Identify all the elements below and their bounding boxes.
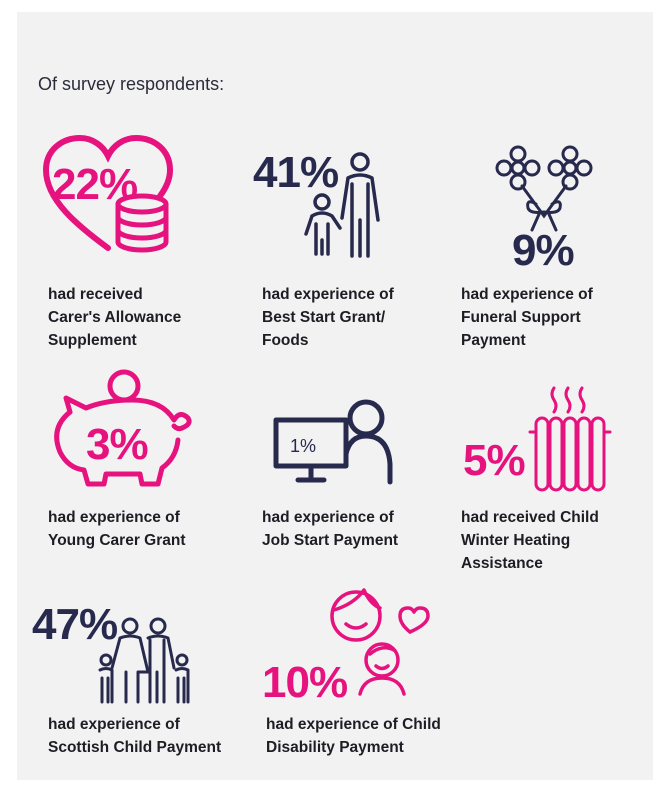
family-icon <box>98 617 190 704</box>
stat-value: 5% <box>463 436 526 485</box>
radiator-icon <box>528 386 612 492</box>
stat-value: 10% <box>262 658 348 707</box>
stat-description: had experience of Scottish Child Payment <box>48 716 222 756</box>
stat-description: had experience of Young Carer Grant <box>48 509 186 549</box>
stat-description: had experience of Best Start Grant/ Food… <box>262 286 394 349</box>
stat-description: had experience of Funeral Support Paymen… <box>461 286 593 349</box>
stat-value: 47% <box>32 600 118 649</box>
stat-value: 41% <box>253 148 339 197</box>
stat-value: 22% <box>52 160 138 209</box>
person-computer-icon <box>273 399 393 485</box>
stat-value: 9% <box>512 226 575 275</box>
parent-child-heart-icon <box>330 588 430 696</box>
piggy-bank-icon <box>54 369 192 487</box>
heading: Of survey respondents: <box>38 74 225 94</box>
stat-value: 1% <box>290 436 317 456</box>
stat-description: had received Carer's Allowance Supplemen… <box>48 286 182 349</box>
stat-description: had experience of Child Disability Payme… <box>266 716 441 756</box>
stat-value: 3% <box>86 420 149 469</box>
stat-description: had experience of Job Start Payment <box>262 509 399 549</box>
parent-child-icon <box>304 152 380 258</box>
stat-description: had received Child Winter Heating Assist… <box>461 509 599 572</box>
heart-coins-icon <box>42 134 174 253</box>
flowers-icon <box>495 145 593 232</box>
